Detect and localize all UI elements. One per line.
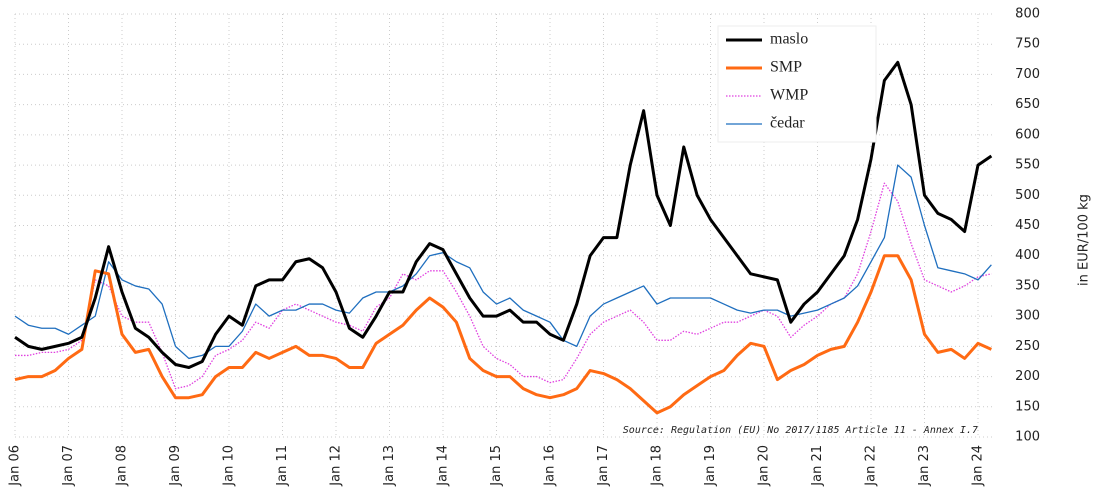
x-tick-label: Jan 20 xyxy=(757,445,772,487)
series-line xyxy=(14,254,992,415)
series-line xyxy=(15,182,992,390)
x-tick-label: Jan 13 xyxy=(382,445,397,487)
x-tick-label: Jan 16 xyxy=(543,445,558,487)
x-tick-label: Jan 21 xyxy=(810,445,825,487)
x-tick-label: Jan 12 xyxy=(329,445,344,487)
y-tick-label: 650 xyxy=(1015,97,1040,112)
y-tick-label: 800 xyxy=(1015,7,1040,22)
y-tick-label: 500 xyxy=(1015,188,1040,203)
x-tick-label: Jan 08 xyxy=(115,445,130,487)
x-tick-label: Jan 14 xyxy=(436,445,451,487)
legend-label: čedar xyxy=(770,115,805,132)
x-tick-label: Jan 09 xyxy=(168,445,183,487)
y-tick-label: 100 xyxy=(1015,430,1040,445)
legend-label: SMP xyxy=(770,59,802,76)
y-tick-label: 250 xyxy=(1015,339,1040,354)
y-tick-label: 600 xyxy=(1015,127,1040,142)
x-tick-label: Jan 23 xyxy=(917,445,932,487)
x-tick-label: Jan 19 xyxy=(703,445,718,487)
y-tick-label: 150 xyxy=(1015,399,1040,414)
x-tick-label: Jan 17 xyxy=(596,445,611,487)
x-tick-label: Jan 22 xyxy=(864,445,879,487)
x-tick-label: Jan 06 xyxy=(8,445,23,487)
y-tick-label: 700 xyxy=(1015,67,1040,82)
x-tick-label: Jan 15 xyxy=(489,445,504,487)
series-line xyxy=(14,60,993,370)
y-tick-label: 400 xyxy=(1015,248,1040,263)
x-tick-label: Jan 07 xyxy=(61,445,76,487)
x-tick-label: Jan 18 xyxy=(650,445,665,487)
y-tick-label: 350 xyxy=(1015,278,1040,293)
y-tick-label: 300 xyxy=(1015,309,1040,324)
legend-label: WMP xyxy=(770,87,808,104)
x-tick-label: Jan 11 xyxy=(275,445,290,487)
y-tick-label: 200 xyxy=(1015,369,1040,384)
legend-label: maslo xyxy=(770,31,808,48)
y-tick-label: 750 xyxy=(1015,37,1040,52)
y-tick-label: 550 xyxy=(1015,158,1040,173)
source-note: Source: Regulation (EU) No 2017/1185 Art… xyxy=(623,425,978,436)
x-tick-label: Jan 10 xyxy=(222,445,237,487)
x-tick-label: Jan 24 xyxy=(971,445,986,487)
legend-box xyxy=(717,25,877,143)
series-line xyxy=(14,164,992,360)
y-axis-label: in EUR/100 kg xyxy=(1077,194,1092,286)
y-tick-label: 450 xyxy=(1015,218,1040,233)
legend: maslo SMP WMP čedar xyxy=(717,25,877,143)
